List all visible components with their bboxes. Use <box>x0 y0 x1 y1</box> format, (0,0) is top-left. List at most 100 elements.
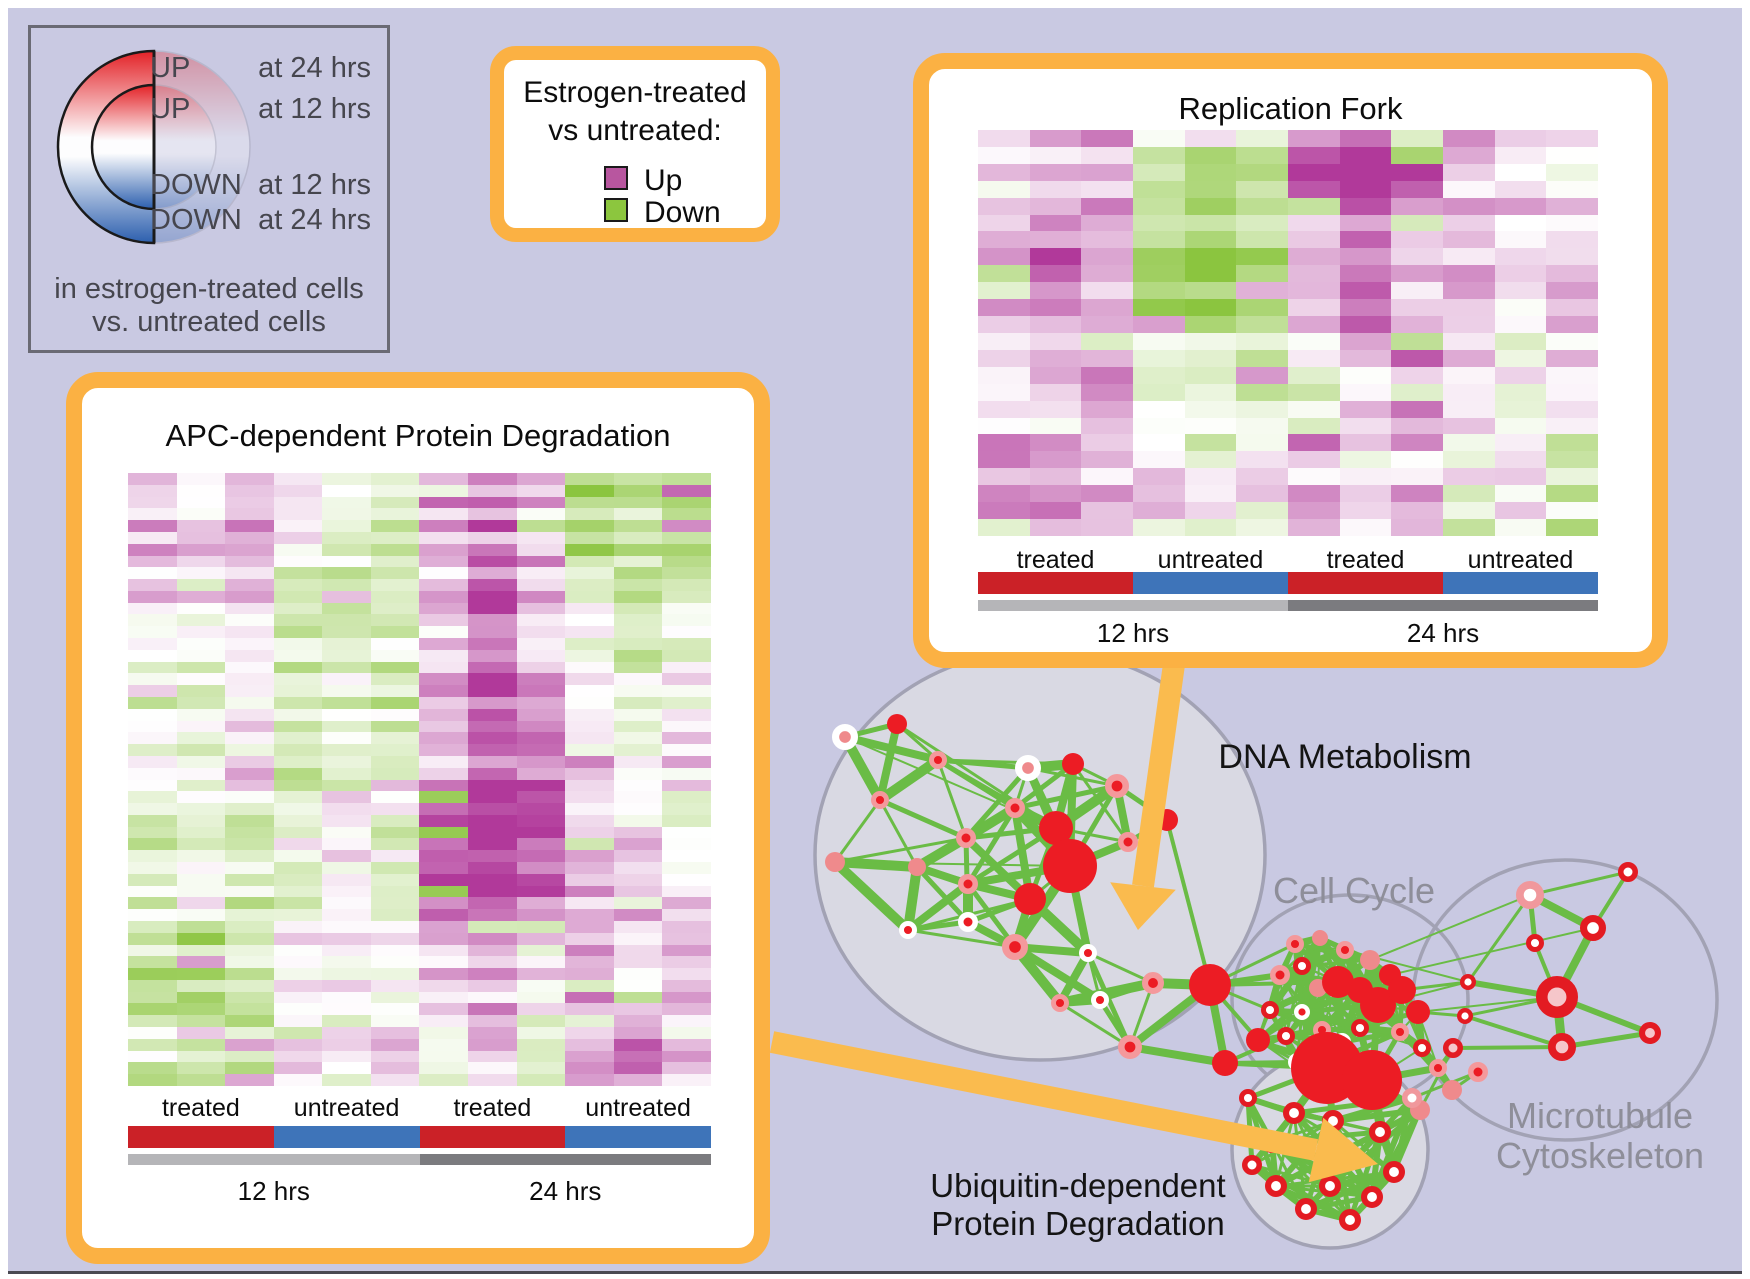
heatmap-cell <box>176 1062 226 1075</box>
heatmap-cell <box>225 885 274 898</box>
heatmap-cell <box>419 614 469 627</box>
heatmap-cell <box>176 755 226 768</box>
network-node <box>1078 943 1097 962</box>
heatmap-cell <box>225 1027 274 1039</box>
heatmap-cell <box>1391 265 1443 283</box>
heatmap-cell <box>1339 383 1392 401</box>
heatmap-cell <box>419 826 469 839</box>
heatmap-cell <box>1443 349 1495 367</box>
heatmap-cell <box>662 685 711 697</box>
heatmap-cell <box>613 673 663 686</box>
heatmap-cell <box>662 814 711 827</box>
heatmap-cell <box>1236 434 1288 452</box>
heatmap-cell <box>322 626 371 639</box>
heatmap-cell <box>1391 519 1443 536</box>
heatmap-cell <box>176 673 226 686</box>
heatmap-cell <box>978 519 1030 536</box>
heatmap-cell <box>662 897 711 910</box>
heatmap-cell <box>1081 282 1133 300</box>
heatmap-cell <box>322 744 371 756</box>
heatmap-cell <box>516 555 566 568</box>
heatmap-cell <box>978 349 1030 367</box>
heatmap-cell <box>1546 451 1598 469</box>
heatmap-cell <box>1443 519 1495 536</box>
heatmap-cell <box>1443 146 1495 164</box>
heatmap-cell <box>370 779 420 792</box>
heatmap-cell <box>516 531 566 544</box>
heatmap-cell <box>1081 180 1133 198</box>
time-label: 12 hrs <box>237 1176 310 1206</box>
heatmap-cell <box>1339 248 1392 266</box>
heatmap-cell <box>1236 180 1288 198</box>
heatmap-cell <box>516 708 566 721</box>
heatmap-cell <box>613 520 663 532</box>
heatmap-cell <box>516 661 566 674</box>
heatmap-cell <box>273 909 323 921</box>
heatmap-cell <box>662 1074 711 1086</box>
heatmap-cell <box>1236 451 1288 469</box>
heatmap-cell <box>1081 130 1133 147</box>
network-edge <box>1417 996 1558 1013</box>
heatmap-cell <box>419 661 469 674</box>
heatmap-cell <box>613 814 663 827</box>
heatmap-cell <box>1546 485 1598 503</box>
heatmap-cell <box>1339 197 1392 215</box>
heatmap-cell <box>516 779 566 792</box>
heatmap-cell <box>322 520 371 532</box>
heatmap-cell <box>1288 400 1340 418</box>
heatmap-cell <box>516 838 566 851</box>
network-edge <box>1389 927 1594 976</box>
network-node <box>1390 1022 1409 1041</box>
heatmap-cell <box>662 755 711 768</box>
heatmap-cell <box>468 1038 517 1051</box>
heatmap-cell <box>225 649 274 662</box>
heatmap-cell <box>565 708 614 721</box>
heatmap-cell <box>322 885 371 898</box>
heatmap-cell <box>468 685 517 697</box>
heatmap-cell <box>176 944 226 957</box>
heatmap-cell <box>662 661 711 674</box>
heatmap-cell <box>1391 502 1443 520</box>
heatmap-cell <box>225 968 274 980</box>
heatmap-cell <box>613 567 663 580</box>
heatmap-cell <box>1494 400 1547 418</box>
network-edge <box>833 799 882 863</box>
heatmap-cell <box>176 1027 226 1039</box>
inner-circle-right-half <box>153 84 217 210</box>
heatmap-cell <box>128 873 177 886</box>
heatmap-cell <box>1288 519 1340 536</box>
heatmap-cell <box>370 614 420 627</box>
heatmap-cell <box>1339 130 1392 147</box>
heatmap-cell <box>1546 282 1598 300</box>
heatmap-cell <box>176 838 226 851</box>
network-node <box>1090 990 1109 1009</box>
heatmap-cell <box>370 720 420 733</box>
heatmap-cell <box>128 1074 177 1086</box>
heatmap-cell <box>662 968 711 980</box>
heatmap-cell <box>273 944 323 957</box>
heatmap-cell <box>1339 316 1392 333</box>
heatmap-cell <box>662 862 711 874</box>
heatmap-cell <box>419 1003 469 1016</box>
heatmap-cell <box>176 567 226 580</box>
network-node <box>1319 1175 1342 1198</box>
heatmap-cell <box>613 897 663 910</box>
network-node <box>870 790 889 809</box>
heatmap-cell <box>1546 248 1598 266</box>
network-edge <box>1056 951 1092 1005</box>
heatmap-cell <box>1184 180 1237 198</box>
heatmap-cell <box>419 555 469 568</box>
heatmap-cell <box>1339 163 1392 181</box>
heatmap-cell <box>1133 468 1185 486</box>
heatmap-cell <box>273 991 323 1004</box>
network-node <box>908 858 926 876</box>
heatmap-cell <box>565 1038 614 1051</box>
heatmap-cell <box>1133 146 1185 164</box>
heatmap-cell <box>1236 282 1288 300</box>
heatmap-cell <box>613 661 663 674</box>
heatmap-cell <box>468 755 517 768</box>
heatmap-cell <box>662 744 711 756</box>
heatmap-cell <box>1236 417 1288 435</box>
heatmap-cell <box>516 862 566 874</box>
treatment-bar-segment <box>128 1126 274 1148</box>
